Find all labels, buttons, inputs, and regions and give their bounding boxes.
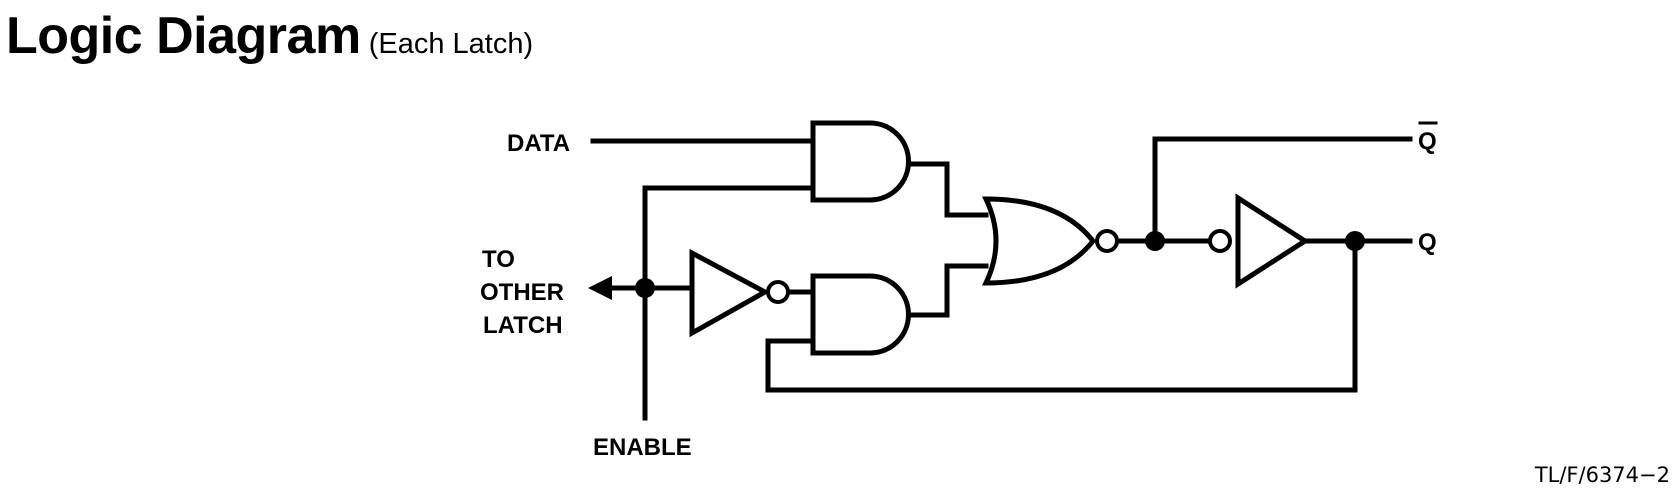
buffer-input-bubble — [1208, 229, 1232, 253]
page-subtitle: (Each Latch) — [368, 28, 534, 60]
arrow-to-other-latch-icon — [588, 276, 612, 300]
and-gate-upper — [810, 120, 911, 203]
inverter-enable-bubble — [766, 280, 790, 304]
nor-gate-bubble — [1095, 229, 1119, 253]
wire-and2-to-or — [904, 263, 989, 318]
page-heading: Logic Diagram (Each Latch) — [6, 6, 533, 66]
junction-enable — [635, 278, 655, 298]
and-gate-lower — [810, 273, 911, 356]
label-to: TO — [482, 246, 515, 273]
label-latch: LATCH — [483, 312, 563, 339]
label-enable: ENABLE — [593, 434, 692, 461]
label-other: OTHER — [480, 279, 564, 306]
page-title: Logic Diagram — [6, 7, 361, 65]
wire-and1-to-or — [904, 161, 989, 218]
label-data: DATA — [507, 130, 570, 157]
wire-node-to-qbar — [1152, 136, 1413, 244]
inverter-enable — [689, 248, 771, 338]
nor-gate — [982, 196, 1097, 286]
junction-q-output — [1345, 231, 1365, 251]
junction-nor-output — [1145, 231, 1165, 251]
label-q: Q — [1418, 229, 1437, 256]
figure-reference: TL/F/6374−2 — [1534, 463, 1670, 487]
label-q-bar: Q — [1418, 128, 1437, 155]
output-buffer — [1235, 193, 1310, 289]
wire-feedback — [765, 238, 1358, 393]
